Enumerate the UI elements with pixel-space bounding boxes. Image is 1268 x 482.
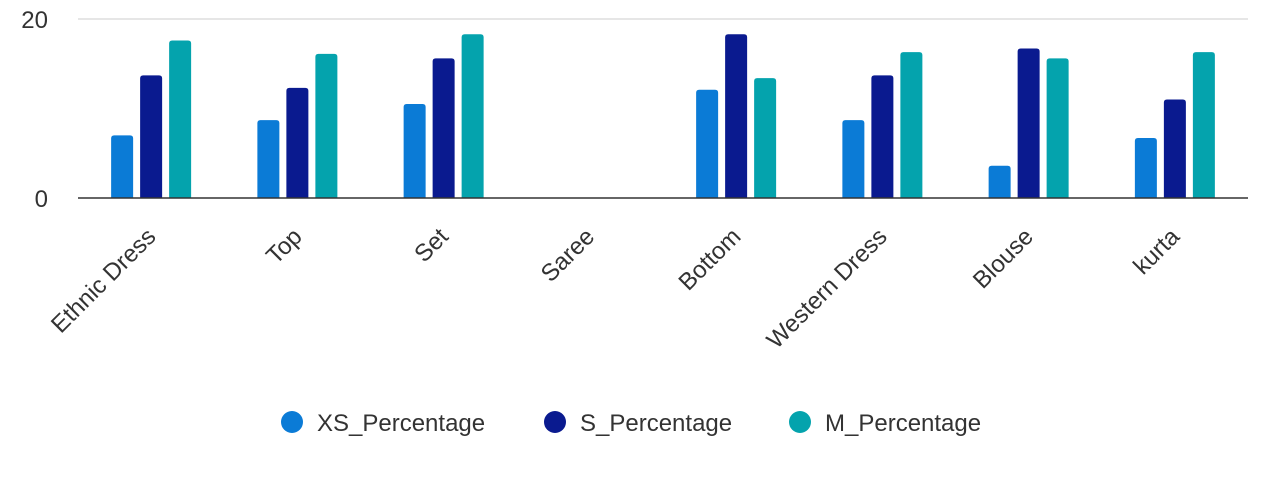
bar-bottom-xs-percentage: [696, 89, 719, 198]
bar-kurta-xs-percentage: [1134, 138, 1157, 198]
legend-label[interactable]: S_Percentage: [580, 410, 732, 437]
y-tick-20: 20: [21, 7, 48, 34]
bar-bottom-s-percentage: [725, 34, 748, 199]
y-tick-0: 0: [35, 186, 48, 213]
legend-swatch: [544, 411, 566, 433]
legend-label[interactable]: XS_Percentage: [317, 410, 485, 437]
bar-kurta-s-percentage: [1163, 99, 1186, 198]
legend-label[interactable]: M_Percentage: [825, 410, 981, 437]
bar-blouse-m-percentage: [1046, 58, 1069, 198]
bar-western-dress-m-percentage: [900, 52, 923, 198]
y-axis-ticks: 20 0: [21, 7, 48, 213]
category-label: Western Dress: [762, 223, 893, 354]
bar-blouse-xs-percentage: [988, 165, 1011, 198]
bar-set-m-percentage: [461, 34, 484, 199]
legend-swatch: [281, 411, 303, 433]
legend-swatch: [789, 411, 811, 433]
bar-set-s-percentage: [432, 58, 455, 198]
bar-top-xs-percentage: [257, 120, 280, 198]
bar-ethnic-dress-m-percentage: [169, 40, 192, 199]
bar-kurta-m-percentage: [1192, 52, 1215, 198]
bar-ethnic-dress-xs-percentage: [111, 135, 134, 198]
category-labels: Ethnic Dress Top Set Saree Bottom Western Dre…: [46, 223, 1186, 354]
bar-western-dress-xs-percentage: [842, 120, 865, 198]
legend: XS_Percentage S_Percentage M_Percentage: [281, 410, 981, 437]
category-label: kurta: [1128, 223, 1185, 280]
bar-blouse-s-percentage: [1017, 48, 1040, 198]
category-label: Set: [409, 223, 454, 268]
category-label: Saree: [536, 223, 600, 287]
category-label: Bottom: [674, 223, 747, 296]
bar-set-xs-percentage: [403, 104, 426, 198]
bar-western-dress-s-percentage: [871, 75, 894, 198]
category-label: Blouse: [968, 223, 1039, 294]
category-label: Ethnic Dress: [46, 223, 161, 338]
bar-top-s-percentage: [286, 87, 309, 198]
category-label: Top: [261, 223, 307, 269]
bar-ethnic-dress-s-percentage: [140, 75, 163, 198]
bars: [111, 34, 1215, 199]
bar-bottom-m-percentage: [754, 78, 777, 198]
bar-top-m-percentage: [315, 53, 338, 198]
